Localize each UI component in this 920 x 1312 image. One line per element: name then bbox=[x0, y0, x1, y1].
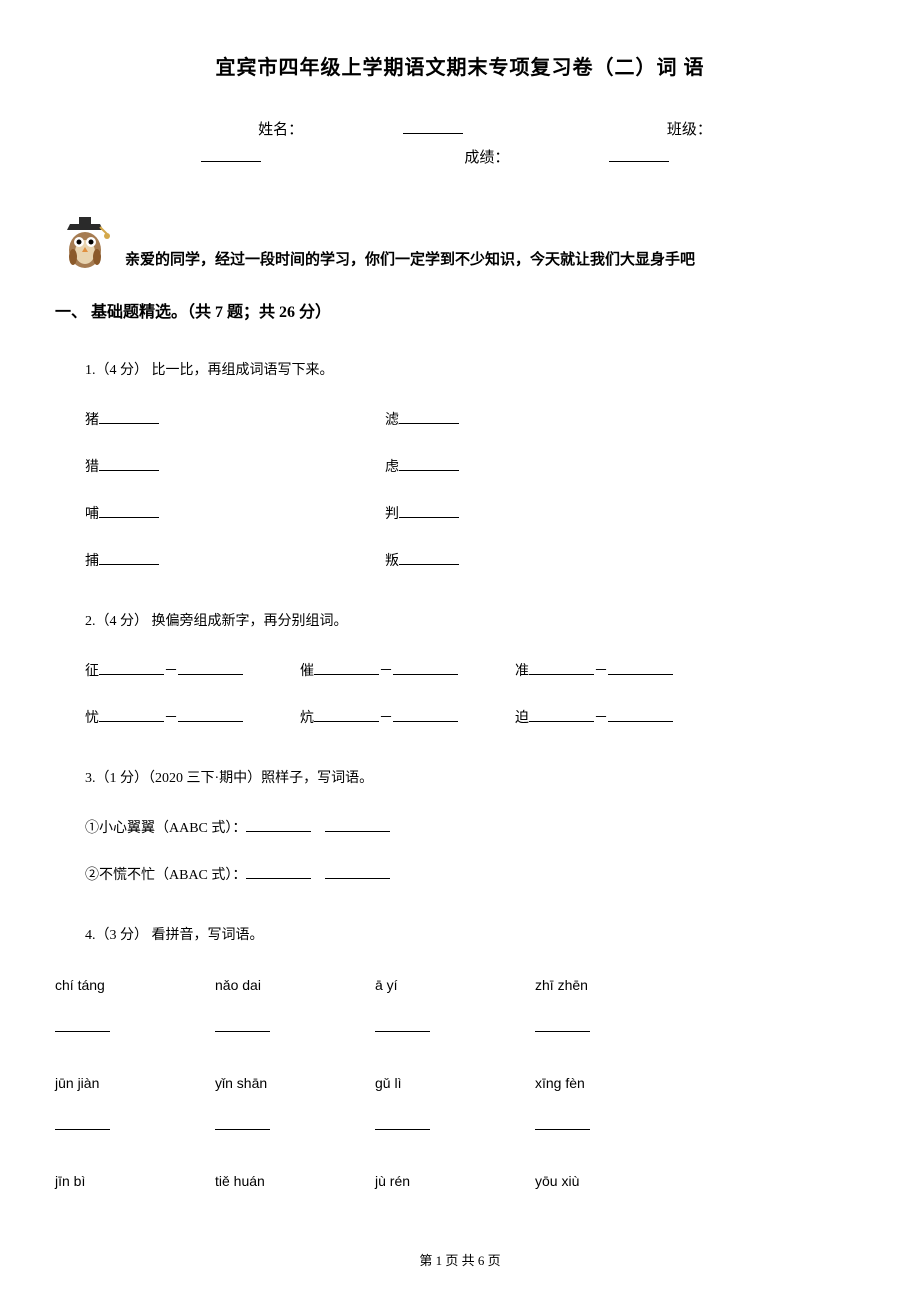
q4-p3b: tiě huán bbox=[215, 1164, 375, 1199]
q4-p1d: zhī zhēn bbox=[535, 968, 695, 1003]
question-1: 1.（4 分） 比一比，再组成词语写下来。 猪 滤 猎 虑 哺 判 捕 叛 bbox=[85, 353, 865, 579]
q1-char-3a: 哺 bbox=[85, 497, 385, 532]
q1-char-1b: 滤 bbox=[385, 403, 685, 438]
question-3: 3.（1 分）（2020 三下·期中）照样子，写词语。 ①小心翼翼（AABC 式… bbox=[85, 761, 865, 893]
q1-char-1a: 猪 bbox=[85, 403, 385, 438]
q1-header: 1.（4 分） 比一比，再组成词语写下来。 bbox=[85, 353, 865, 388]
q4-p2b: yǐn shān bbox=[215, 1066, 375, 1101]
owl-icon bbox=[55, 212, 115, 272]
intro-block: 亲爱的同学，经过一段时间的学习，你们一定学到不少知识，今天就让我们大显身手吧 bbox=[55, 212, 865, 274]
q1-char-4a: 捕 bbox=[85, 544, 385, 579]
q4-p3a: jīn bì bbox=[55, 1164, 215, 1199]
page-title: 宜宾市四年级上学期语文期末专项复习卷（二）词 语 bbox=[55, 50, 865, 86]
page-footer: 第 1 页 共 6 页 bbox=[55, 1249, 865, 1272]
q4-p2a: jūn jiàn bbox=[55, 1066, 215, 1101]
q4-header: 4.（3 分） 看拼音，写词语。 bbox=[85, 918, 865, 953]
q1-char-2b: 虑 bbox=[385, 450, 685, 485]
q4-blank bbox=[535, 1114, 590, 1130]
q4-blank bbox=[55, 1114, 110, 1130]
student-info-row: 姓名： 班级： 成绩： bbox=[55, 116, 865, 172]
q1-char-2a: 猎 bbox=[85, 450, 385, 485]
q3-p2: ②不慌不忙（ABAC 式）： bbox=[85, 858, 865, 893]
q2-r2c: 迫－ bbox=[515, 701, 730, 736]
q2-r1c: 准－ bbox=[515, 654, 730, 689]
section-1-title: 一、 基础题精选。（共 7 题；共 26 分） bbox=[55, 299, 865, 328]
q4-p3c: jù rén bbox=[375, 1164, 535, 1199]
question-4: 4.（3 分） 看拼音，写词语。 chí táng nǎo dai ā yí z… bbox=[85, 918, 865, 1199]
q4-blank bbox=[375, 1016, 430, 1032]
q4-p1a: chí táng bbox=[55, 968, 215, 1003]
q4-p2c: gǔ lì bbox=[375, 1066, 535, 1101]
q4-blank bbox=[55, 1016, 110, 1032]
q1-char-3b: 判 bbox=[385, 497, 685, 532]
q4-p1b: nǎo dai bbox=[215, 968, 375, 1003]
q3-header: 3.（1 分）（2020 三下·期中）照样子，写词语。 bbox=[85, 761, 865, 796]
q4-p2d: xīng fèn bbox=[535, 1066, 695, 1101]
q3-p1: ①小心翼翼（AABC 式）： bbox=[85, 811, 865, 846]
intro-text: 亲爱的同学，经过一段时间的学习，你们一定学到不少知识，今天就让我们大显身手吧 bbox=[125, 212, 695, 274]
q4-blank bbox=[375, 1114, 430, 1130]
q4-blank bbox=[215, 1016, 270, 1032]
name-field: 姓名： bbox=[208, 122, 513, 138]
q4-blank bbox=[535, 1016, 590, 1032]
q4-p1c: ā yí bbox=[375, 968, 535, 1003]
q2-r2b: 炕－ bbox=[300, 701, 515, 736]
q2-header: 2.（4 分） 换偏旁组成新字，再分别组词。 bbox=[85, 604, 865, 639]
q4-blank bbox=[215, 1114, 270, 1130]
q2-r1b: 催－ bbox=[300, 654, 515, 689]
q2-r1a: 征－ bbox=[85, 654, 300, 689]
score-field: 成绩： bbox=[414, 150, 719, 166]
q1-char-4b: 叛 bbox=[385, 544, 685, 579]
question-2: 2.（4 分） 换偏旁组成新字，再分别组词。 征－ 催－ 准－ 忧－ 炕－ 迫－ bbox=[85, 604, 865, 736]
q4-p3d: yōu xiù bbox=[535, 1164, 695, 1199]
q2-r2a: 忧－ bbox=[85, 701, 300, 736]
